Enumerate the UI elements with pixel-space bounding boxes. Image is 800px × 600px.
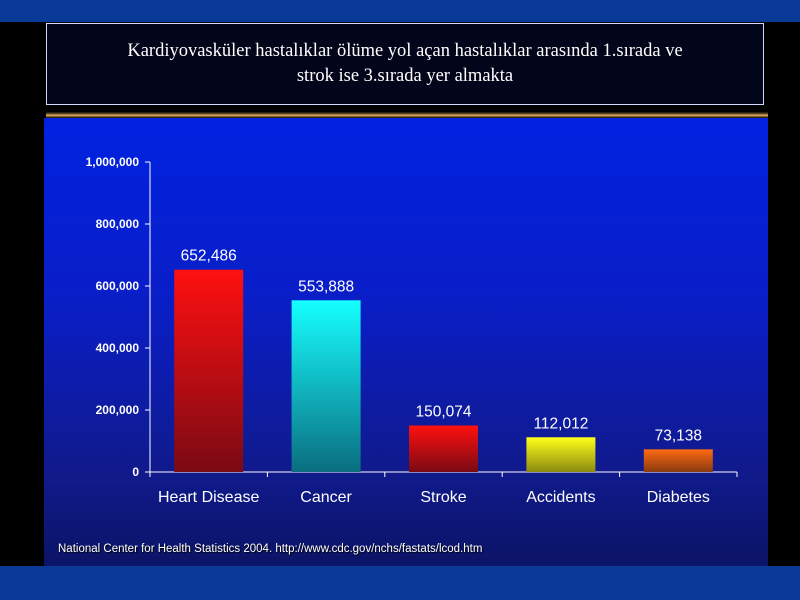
chart-panel: 0 200,000 400,000 600,000 800,000 1,000,000 65… [44, 118, 768, 566]
bar-chart: 0 200,000 400,000 600,000 800,000 1,000,000 65… [86, 155, 738, 506]
slide-title-box: Kardiyovasküler hastalıklar ölüme yol aç… [46, 23, 764, 105]
category-label: Stroke [420, 489, 466, 506]
data-label: 112,012 [533, 415, 588, 432]
data-label: 150,074 [415, 403, 471, 420]
y-tick-label: 800,000 [96, 217, 140, 231]
gold-divider [46, 112, 768, 118]
y-tick-label: 400,000 [96, 341, 140, 355]
source-citation: National Center for Health Statistics 20… [58, 543, 483, 555]
slide-title: Kardiyovasküler hastalıklar ölüme yol aç… [85, 39, 725, 89]
bar-diabetes [643, 449, 713, 472]
data-label: 73,138 [655, 427, 702, 444]
bar-stroke [409, 425, 478, 472]
category-label: Diabetes [647, 489, 710, 506]
top-band [0, 0, 800, 22]
slide-title-line-1: Kardiyovasküler hastalıklar ölüme yol aç… [127, 41, 683, 61]
data-label: 553,888 [298, 278, 354, 295]
y-tick-label: 600,000 [96, 279, 140, 293]
y-tick-label: 0 [132, 465, 139, 479]
category-label: Cancer [300, 489, 352, 506]
slide-title-line-2: strok ise 3.sırada yer almakta [296, 66, 514, 86]
bar-accidents [526, 437, 596, 472]
bar-cancer [291, 300, 361, 472]
y-tick-label: 200,000 [96, 403, 140, 417]
category-label: Accidents [526, 489, 595, 506]
bottom-band [0, 566, 800, 600]
category-label: Heart Disease [158, 489, 259, 506]
bar-heart-disease [174, 269, 244, 472]
data-label: 652,486 [181, 248, 237, 265]
y-tick-label: 1,000,000 [86, 155, 140, 169]
